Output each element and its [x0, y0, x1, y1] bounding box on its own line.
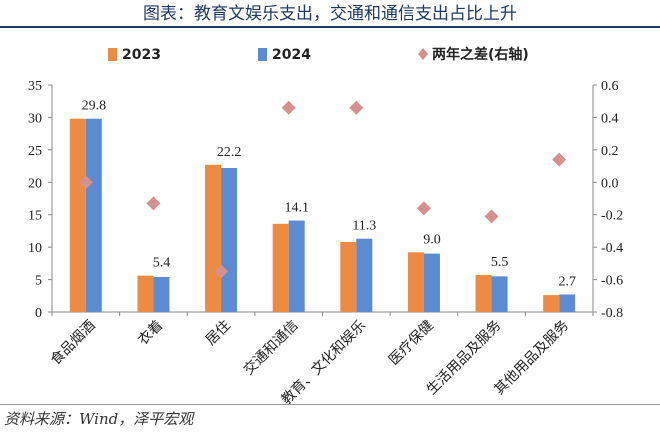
- bar-2023-6: [407, 252, 424, 312]
- left-axis-tick-label: 5: [35, 274, 42, 289]
- bar-2023-1: [69, 118, 86, 313]
- chart-title: 图表：教育文娱乐支出，交通和通信支出占比上升: [0, 0, 660, 28]
- diff-marker: [146, 196, 161, 211]
- bar-2024-4: [288, 220, 305, 312]
- legend-label: 2023: [122, 47, 161, 63]
- bar-2024-1: [85, 118, 102, 313]
- diff-marker: [214, 264, 229, 279]
- left-axis-tick-label: 0: [35, 306, 42, 321]
- right-axis-tick-label: -0.4: [601, 241, 623, 256]
- diff-marker: [484, 209, 499, 224]
- diff-marker: [78, 175, 93, 190]
- left-axis-tick-label: 25: [28, 144, 42, 159]
- bar-2024-5: [356, 238, 373, 312]
- data-label: 5.4: [153, 256, 171, 271]
- right-axis-tick-label: -0.6: [601, 274, 623, 289]
- right-axis-tick-label: 0.0: [601, 176, 619, 191]
- category-label: 医疗保健: [386, 318, 437, 369]
- legend-label: 两年之差(右轴): [432, 46, 529, 63]
- bar-2024-6: [423, 253, 440, 312]
- bar-2023-5: [340, 241, 357, 312]
- left-axis-tick-label: 10: [28, 241, 42, 256]
- legend-swatch-2024: [258, 48, 267, 61]
- chart-canvas: 0 5 10 15 20 25 30 35 -0.8 -0.6 -0.4 -0.2 0.0 0.2 0.4 0…: [28, 46, 623, 404]
- bar-2024-2: [153, 276, 170, 312]
- diff-marker: [552, 152, 567, 167]
- diff-marker: [349, 100, 364, 115]
- data-label: 11.3: [352, 219, 376, 234]
- bar-2024-3: [221, 168, 238, 312]
- bar-2023-4: [272, 223, 289, 312]
- category-label: 居住: [203, 318, 234, 349]
- right-axis-tick-label: 0.6: [601, 79, 619, 94]
- legend-swatch-diff: [418, 48, 428, 60]
- data-label: 9.0: [423, 232, 441, 247]
- category-label: 交通和通信: [240, 317, 302, 379]
- category-label: 食品烟酒: [47, 317, 99, 369]
- bar-2024-8: [559, 294, 576, 312]
- legend-swatch-2023: [108, 48, 117, 61]
- data-label: 22.2: [217, 145, 242, 160]
- right-axis-tick-label: -0.8: [601, 306, 623, 321]
- legend-label: 2024: [272, 47, 311, 63]
- left-axis-tick-label: 15: [28, 209, 42, 224]
- data-label: 2.7: [558, 274, 576, 289]
- bar-2023-2: [137, 275, 154, 312]
- left-axis-tick-label: 30: [28, 111, 42, 126]
- right-axis-tick-label: 0.4: [601, 111, 619, 126]
- bar-2023-7: [475, 275, 492, 312]
- source-note: 资料来源：Wind，泽平宏观: [4, 410, 194, 428]
- diff-marker: [281, 100, 296, 115]
- bar-2023-3: [205, 164, 222, 312]
- source-divider: [0, 404, 660, 405]
- data-label: 5.5: [491, 255, 509, 270]
- data-label: 29.8: [82, 99, 107, 114]
- category-label: 衣着: [135, 318, 166, 349]
- diff-marker: [416, 201, 431, 216]
- bar-2023-8: [543, 295, 560, 312]
- left-axis-tick-label: 20: [28, 176, 42, 191]
- right-axis-tick-label: 0.2: [601, 144, 619, 159]
- bar-2024-7: [491, 276, 508, 312]
- left-axis-tick-label: 35: [28, 79, 42, 94]
- data-label: 14.1: [284, 201, 309, 216]
- right-axis-tick-label: -0.2: [601, 209, 623, 224]
